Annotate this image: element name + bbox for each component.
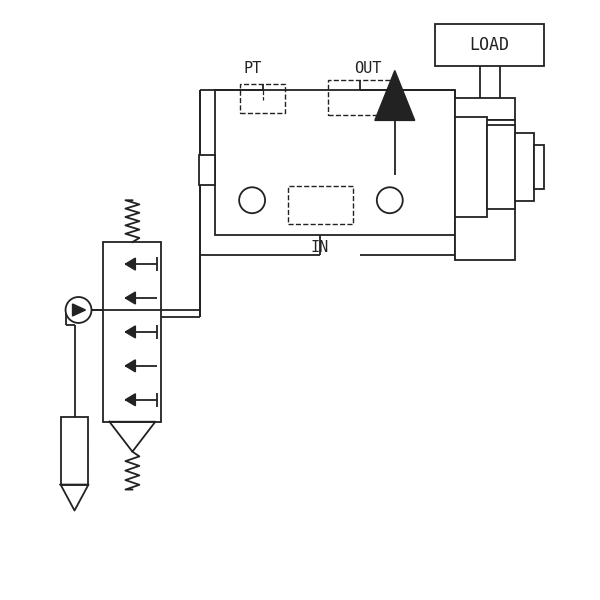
Bar [434,23,544,65]
Bar [199,155,215,185]
Bar [215,91,455,235]
Bar [328,80,393,115]
Polygon shape [125,292,136,304]
Text: IN: IN [311,240,329,255]
Polygon shape [125,258,136,270]
Text: OUT: OUT [354,61,382,76]
Polygon shape [125,326,136,338]
Polygon shape [125,360,136,372]
Bar [515,133,535,201]
Polygon shape [375,71,415,121]
Circle shape [65,297,91,323]
Bar [288,186,353,224]
Text: PT: PT [244,61,262,76]
Bar [455,118,487,217]
Polygon shape [73,304,85,316]
Bar [535,145,544,189]
Bar [487,125,515,209]
Bar [103,242,161,422]
Polygon shape [125,394,136,406]
Bar [240,83,285,113]
Bar [455,98,515,121]
Text: LOAD: LOAD [470,35,509,53]
Bar [455,121,515,260]
Bar [61,417,88,485]
